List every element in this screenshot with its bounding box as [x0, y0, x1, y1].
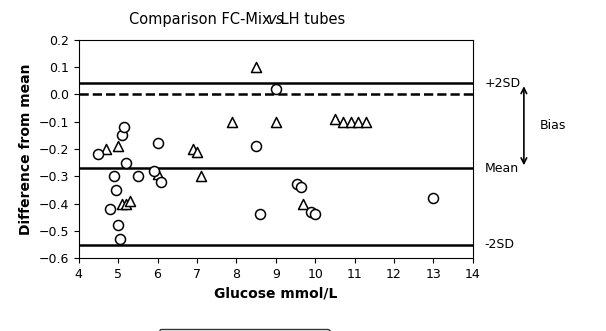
Point — [353, 119, 363, 124]
Point — [307, 209, 316, 214]
X-axis label: Glucose mmol/L: Glucose mmol/L — [214, 286, 338, 301]
Point — [156, 179, 166, 184]
Point — [149, 168, 159, 173]
Point — [293, 182, 302, 187]
Text: -2SD: -2SD — [485, 238, 514, 251]
Point — [113, 223, 123, 228]
Text: Bias: Bias — [539, 119, 566, 132]
Point — [93, 152, 103, 157]
Point — [113, 144, 123, 149]
Point — [271, 119, 281, 124]
Point — [196, 173, 205, 179]
Point — [188, 146, 198, 152]
Point — [228, 119, 238, 124]
Y-axis label: Difference from mean: Difference from mean — [19, 63, 33, 235]
Point — [428, 195, 438, 201]
Point — [153, 171, 162, 176]
Legend: FC-Mix, Li-Hep: FC-Mix, Li-Hep — [159, 329, 330, 331]
Point — [117, 201, 127, 206]
Point — [271, 86, 281, 91]
Text: LH tubes: LH tubes — [276, 12, 345, 26]
Text: vs: vs — [268, 12, 284, 26]
Point — [153, 141, 162, 146]
Point — [112, 187, 121, 193]
Point — [251, 144, 261, 149]
Text: Mean: Mean — [485, 162, 519, 174]
Text: Comparison FC-Mix: Comparison FC-Mix — [130, 12, 276, 26]
Point — [117, 133, 127, 138]
Point — [121, 160, 131, 165]
Point — [251, 64, 261, 70]
Point — [121, 201, 131, 206]
Point — [133, 173, 143, 179]
Point — [102, 146, 112, 152]
Point — [338, 119, 348, 124]
Point — [115, 236, 125, 242]
Point — [361, 119, 371, 124]
Point — [255, 212, 265, 217]
Point — [310, 212, 320, 217]
Point — [125, 198, 135, 204]
Point — [330, 116, 340, 121]
Point — [105, 207, 115, 212]
Point — [299, 201, 308, 206]
Point — [296, 185, 306, 190]
Point — [119, 124, 129, 130]
Point — [345, 119, 355, 124]
Point — [192, 149, 202, 154]
Text: +2SD: +2SD — [485, 77, 521, 90]
Point — [110, 173, 119, 179]
